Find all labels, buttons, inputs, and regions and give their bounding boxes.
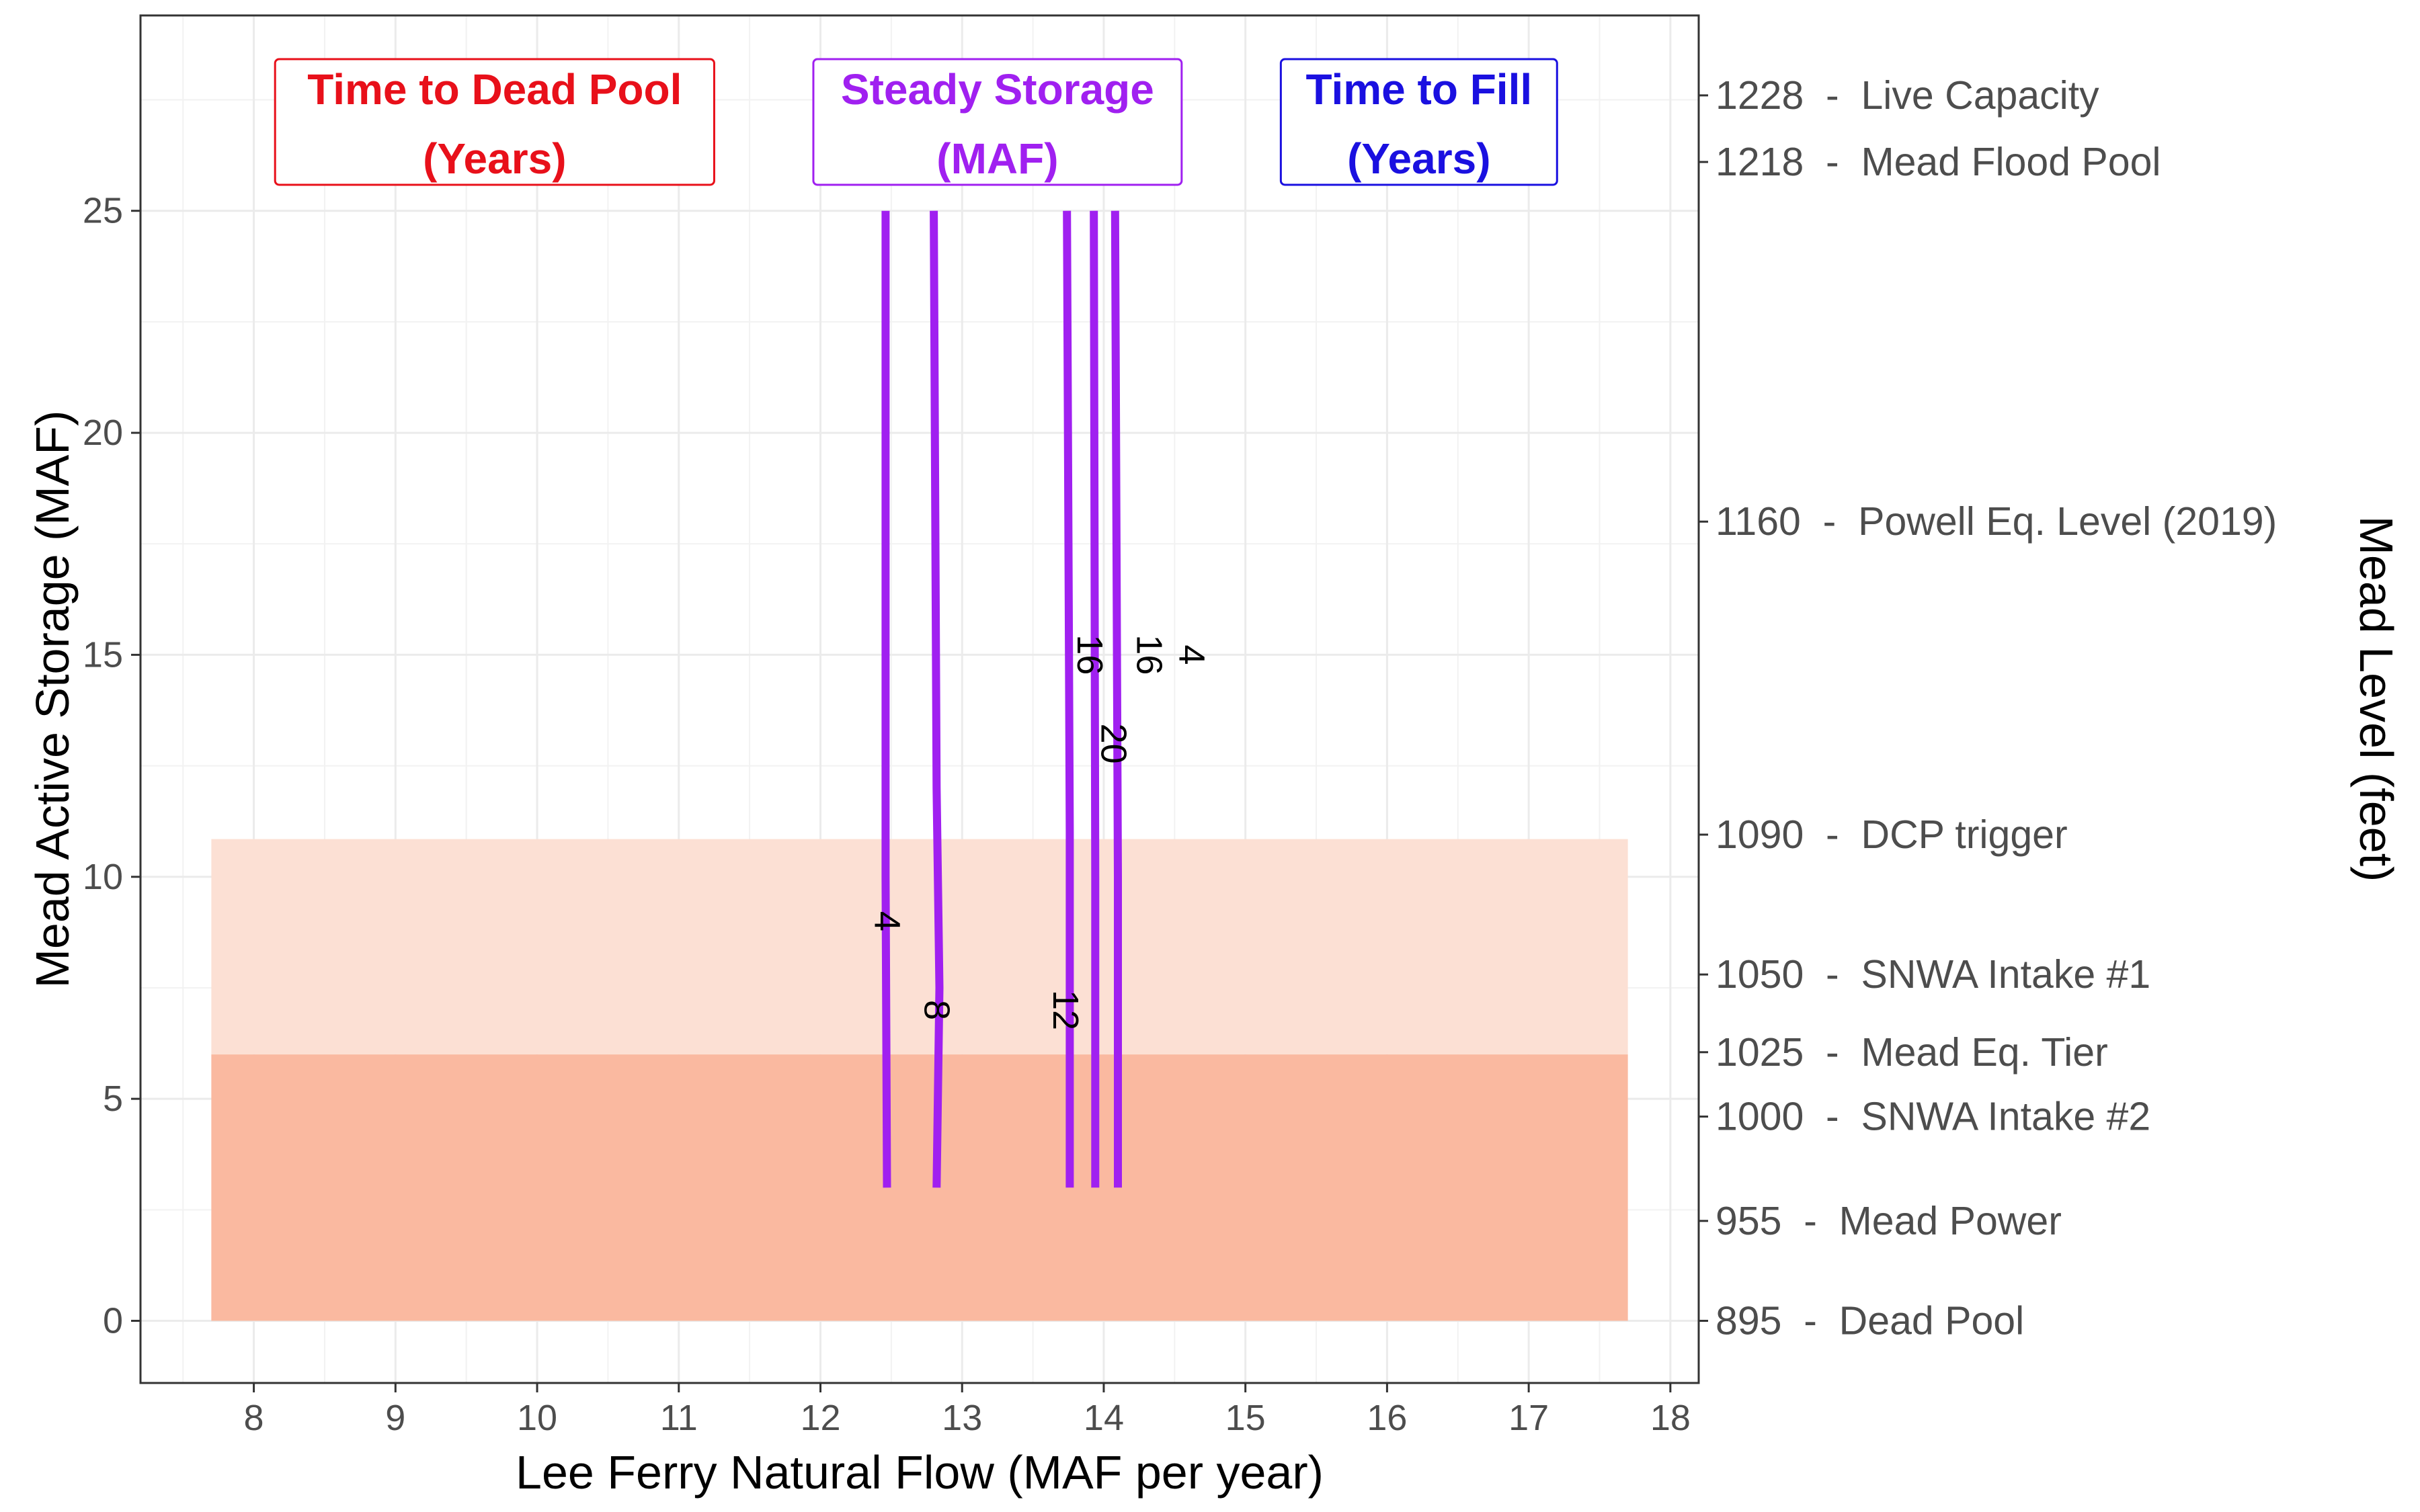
secondary-tick-label: 1090 - DCP trigger [1716,812,2068,857]
y-tick-label: 0 [103,1301,123,1341]
x-tick-label: 11 [660,1398,698,1438]
secondary-tick-label: 1025 - Mead Eq. Tier [1716,1030,2108,1075]
y-tick-label: 10 [83,857,123,897]
contour-line-16 [1090,210,1100,1188]
x-tick-label: 10 [517,1398,557,1438]
contour-lines [881,210,1122,1188]
contour-label: 20 [1094,724,1134,764]
y-tick-label: 20 [83,413,123,453]
x-tick-label: 17 [1508,1398,1549,1438]
x-tick-label: 16 [1367,1398,1407,1438]
secondary-tick-label: 1228 - Live Capacity [1716,73,2099,118]
plot-panel-border [139,14,1700,1384]
contour-label: 16 [1070,634,1110,675]
annotation-subtitle: (MAF) [936,134,1058,183]
secondary-tick-label: 895 - Dead Pool [1716,1299,2024,1343]
x-axis: 8 9 10 11 12 13 14 15 16 17 18 [244,1383,1691,1438]
y-tick-label: 25 [83,191,123,231]
annotation-title: Time to Fill [1306,65,1533,114]
x-tick-label: 8 [244,1398,264,1438]
x-tick-label: 18 [1650,1398,1691,1438]
contour-label: 8 [916,1000,957,1020]
x-tick-label: 12 [800,1398,840,1438]
secondary-tick-label: 1218 - Mead Flood Pool [1716,140,2161,184]
contour-label: 4 [1172,644,1212,665]
y-axis-title: Mead Active Storage (MAF) [26,411,79,989]
x-tick-label: 15 [1225,1398,1266,1438]
contour-label: 4 [867,911,908,931]
contour-line-20 [1111,210,1122,1188]
x-axis-title: Lee Ferry Natural Flow (MAF per year) [516,1446,1324,1499]
contour-line-8 [930,210,944,1188]
annotation-box: Time to Fill (Years) [1279,58,1558,186]
annotation-box-frame [274,58,715,186]
annotation-box-frame [812,58,1183,186]
secondary-tick-label: 1050 - SNWA Intake #1 [1716,952,2150,997]
annotation-subtitle: (Years) [423,134,566,183]
y-tick-label: 5 [103,1079,123,1119]
storage-zones [211,839,1628,1321]
x-tick-label: 14 [1084,1398,1124,1438]
secondary-y-axis: 1228 - Live Capacity 1218 - Mead Flood Po… [1699,73,2277,1343]
y-tick-label: 15 [83,634,123,675]
annotation-subtitle: (Years) [1347,134,1490,183]
contour-label: 12 [1045,990,1086,1030]
x-tick-label: 13 [942,1398,982,1438]
contour-line-12 [1063,210,1074,1188]
storage-zone-0 [211,1054,1628,1321]
annotation-box: Steady Storage (MAF) [812,58,1183,186]
secondary-tick-label: 1000 - SNWA Intake #2 [1716,1095,2150,1139]
x-tick-label: 9 [385,1398,405,1438]
secondary-tick-label: 1160 - Powell Eq. Level (2019) [1716,499,2277,544]
contour-label: 16 [1129,634,1169,675]
annotation-title: Time to Dead Pool [307,65,682,114]
y-axis: 0 5 10 15 20 25 [83,191,140,1341]
annotation-box: Time to Dead Pool (Years) [274,58,715,186]
secondary-tick-label: 955 - Mead Power [1716,1199,2062,1243]
annotation-box-frame [1279,58,1558,186]
legend-annotation-boxes: Time to Dead Pool (Years) Steady Storage (M… [274,58,1558,186]
contour-line-4 [881,210,891,1188]
annotation-title: Steady Storage [841,65,1154,114]
secondary-y-axis-title: Mead Level (feet) [2350,516,2403,882]
storage-zone-1 [211,839,1628,1055]
